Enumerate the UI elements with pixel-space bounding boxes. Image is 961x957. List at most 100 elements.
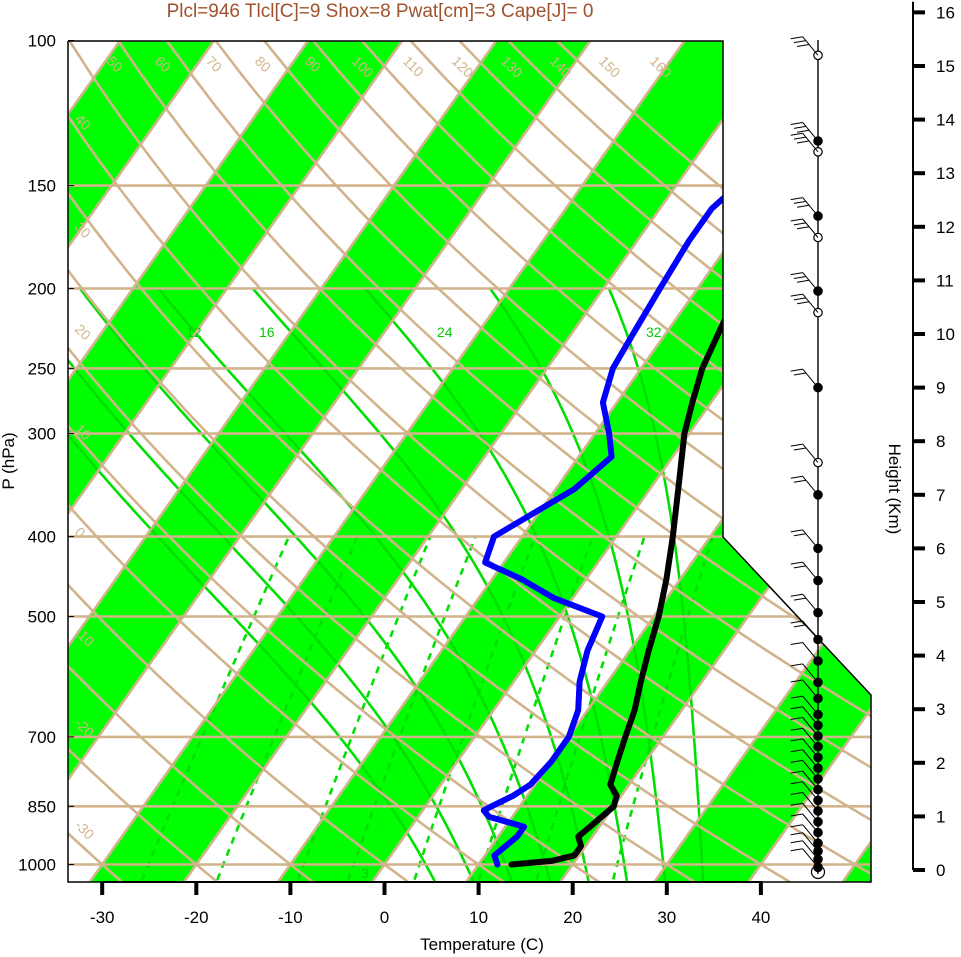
wind-barb-feather	[797, 44, 810, 47]
wind-barb-staff	[802, 717, 819, 737]
dry-adiabat	[68, 41, 871, 882]
wind-barb-feather	[790, 727, 803, 731]
wind-barb-feather	[790, 529, 803, 533]
isotherm-line	[68, 41, 605, 882]
temperature-tick-label: -30	[90, 908, 115, 927]
plot-frame	[67, 40, 872, 883]
mixing-ratio-label: 3	[361, 865, 369, 881]
isotherm-label: 10	[743, 536, 765, 558]
dry-adiabat	[68, 41, 616, 882]
wind-barb-feather	[797, 226, 810, 230]
temperature-tick-label: -10	[278, 908, 303, 927]
isotherm-label: 150	[596, 53, 624, 81]
wind-barb-staff	[802, 197, 819, 217]
plot-area: 50 60 70 80 90 100 110 120 130 140 150 160403020100…	[68, 41, 871, 882]
wind-barb-staff	[802, 781, 819, 801]
wind-barb-feather	[790, 293, 803, 297]
dry-adiabat	[68, 41, 231, 882]
dry-adiabat	[68, 41, 712, 882]
wind-barb-feather	[790, 593, 803, 597]
wind-barb-staff	[802, 760, 819, 780]
pressure-tick-label: 300	[28, 425, 56, 444]
temperature-tick-label: 30	[657, 908, 676, 927]
wind-barb-feather	[797, 140, 810, 144]
isotherm-line	[175, 41, 793, 882]
adiabat-label: 12	[186, 324, 202, 340]
wind-barb-feather	[793, 297, 806, 301]
wind-barb-staff	[802, 792, 819, 812]
wind-barb-feather	[793, 479, 806, 483]
height-tick-label: 16	[936, 3, 955, 22]
height-tick-label: 13	[936, 164, 955, 183]
wind-barb-staff	[802, 749, 819, 769]
dry-adiabat	[214, 41, 871, 882]
adiabat-label: 24	[437, 324, 453, 340]
mixing-ratio-line	[211, 536, 359, 882]
wind-barb-staff	[802, 706, 819, 726]
isotherm-label: -30	[72, 817, 98, 843]
height-tick-label: 11	[936, 271, 954, 290]
wind-surface-marker	[810, 864, 826, 880]
pressure-tick-label: 700	[28, 728, 56, 747]
wind-barb-staff	[802, 679, 819, 699]
isotherm-band	[82, 41, 792, 882]
wind-barb-feather	[793, 597, 806, 601]
isotherm-label: 20	[72, 321, 94, 343]
moist-adiabat	[489, 287, 668, 882]
wind-barb-staff	[802, 824, 819, 844]
isotherm-label: 110	[400, 53, 427, 80]
pressure-tick-label: 200	[28, 280, 56, 299]
wind-barb-feather	[790, 642, 803, 645]
pressure-tick-label: 400	[28, 528, 56, 547]
wind-barb-feather	[790, 717, 803, 720]
isotherm-label: 30	[719, 128, 741, 150]
temperature-tick-label: 20	[563, 908, 582, 927]
wind-barb-feather	[790, 738, 803, 742]
isotherm-band	[68, 41, 416, 882]
wind-barb-feather	[790, 802, 803, 806]
height-tick-label: 7	[936, 486, 945, 505]
wind-barb-feather	[790, 122, 803, 125]
adiabat-label: 32	[646, 324, 662, 340]
isotherm-line	[646, 41, 871, 882]
dry-adiabat	[68, 41, 423, 882]
wind-barb-feather	[790, 840, 803, 844]
isotherm-line	[68, 41, 417, 882]
wind-barb-staff	[802, 122, 819, 142]
isotherm-line	[740, 41, 871, 882]
wind-barb-staff	[802, 848, 819, 868]
mixing-ratio-line	[292, 536, 432, 882]
wind-barb-staff	[802, 218, 819, 238]
moist-adiabat	[364, 287, 630, 882]
wind-barb-feather	[793, 624, 806, 628]
wind-barb-feather	[793, 222, 806, 226]
isotherm-label: 70	[203, 53, 225, 75]
pressure-tick-label: 850	[28, 797, 56, 816]
pressure-tick-label: 500	[28, 608, 56, 627]
dry-adiabat	[68, 41, 808, 882]
wind-barb-staff	[802, 368, 819, 388]
wind-barb-feather	[790, 770, 803, 774]
wind-barb-feather	[790, 620, 803, 624]
wind-barb-feather	[790, 813, 803, 817]
wind-barb-feather	[790, 781, 803, 785]
wind-barb-feather	[790, 443, 803, 447]
wind-barb-staff	[802, 832, 819, 852]
dry-adiabat	[116, 41, 871, 882]
dry-adiabat	[312, 41, 871, 882]
wind-barb-feather	[797, 204, 810, 208]
wind-barb-feather	[790, 706, 803, 710]
isotherm-label: 0	[719, 461, 736, 478]
wind-barb-feather	[790, 695, 803, 699]
wind-barb-feather	[793, 136, 806, 140]
temperature-tick-label: 40	[751, 908, 770, 927]
height-tick-label: 3	[936, 700, 945, 719]
chart-title: Plcl=946 Tlcl[C]=9 Shox=8 Pwat[cm]=3 Cap…	[167, 1, 594, 22]
wind-barb-feather	[797, 129, 810, 133]
temperature-tick-label: 0	[380, 908, 389, 927]
wind-barb-staff	[802, 770, 819, 790]
wind-profile	[790, 36, 826, 880]
wind-barb-feather	[790, 132, 803, 136]
temperature-axis: -30 -20 -10 0 10 20 30 40	[90, 881, 770, 927]
